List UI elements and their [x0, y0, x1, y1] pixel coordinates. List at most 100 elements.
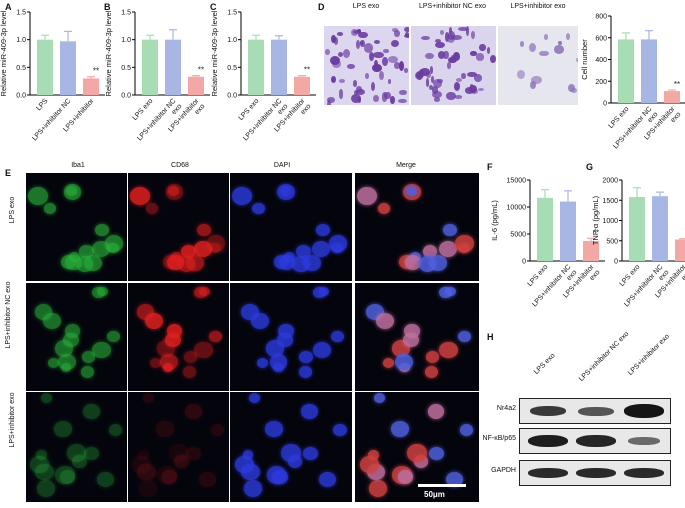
- bar: [60, 41, 76, 95]
- stained-cell: [571, 87, 577, 93]
- micrograph-dapi-row-2: [230, 283, 352, 391]
- stained-cell: [473, 74, 483, 83]
- panel-label-g: G: [586, 162, 594, 172]
- panel-label-b: B: [104, 2, 111, 12]
- cell: [36, 479, 56, 497]
- cell: [248, 392, 260, 403]
- stained-cell: [351, 28, 359, 36]
- cell: [97, 286, 108, 297]
- y-axis-label: Cell number: [580, 39, 589, 80]
- cell: [333, 423, 347, 436]
- cell: [72, 455, 87, 469]
- stained-cell: [393, 30, 400, 37]
- cell: [302, 446, 318, 461]
- cell: [199, 471, 217, 487]
- wb-lane-label-1: LPS exo: [533, 352, 557, 376]
- panel-label-h: H: [487, 332, 494, 342]
- stained-cell: [378, 70, 384, 80]
- channel-title-iba1: Iba1: [71, 162, 85, 169]
- stained-cell: [398, 98, 407, 104]
- bar: [165, 39, 181, 95]
- stained-cell: [387, 78, 392, 85]
- cell: [442, 223, 457, 237]
- stained-cell: [347, 64, 355, 70]
- cell: [132, 456, 151, 473]
- bar: [629, 197, 645, 261]
- cell: [312, 240, 331, 257]
- y-axis-label: Relative miR-409-3p level: [0, 10, 8, 96]
- y-tick-label: 600: [595, 35, 607, 42]
- stained-cell: [356, 89, 366, 96]
- cell: [250, 313, 269, 330]
- category-label: LPS: [35, 97, 49, 112]
- stained-cell: [431, 86, 439, 94]
- y-tick-label: 1.5: [227, 10, 237, 17]
- wb-band: [576, 435, 616, 447]
- cell: [149, 357, 161, 368]
- stained-cell: [426, 72, 431, 79]
- cell: [168, 444, 189, 462]
- cell: [318, 286, 330, 297]
- stained-cell: [467, 71, 478, 77]
- stained-cell: [451, 35, 462, 41]
- y-tick-label: 200: [595, 79, 607, 86]
- category-label: LPS exo: [238, 98, 261, 122]
- cell: [156, 421, 174, 437]
- significance-mark: **: [593, 228, 599, 237]
- micrograph-merge-row-2: [355, 283, 479, 391]
- stained-cell: [553, 45, 565, 54]
- stained-cell: [331, 59, 342, 69]
- stained-cell: [531, 75, 542, 84]
- micrograph-cd68-row-1: [128, 173, 229, 281]
- bar: [664, 91, 680, 103]
- scale-bar-label: 50μm: [424, 490, 445, 499]
- cell: [265, 421, 283, 437]
- wb-blot-nfkb: [519, 428, 671, 454]
- cell: [445, 471, 463, 487]
- category-label-line: exo: [681, 269, 685, 282]
- cell: [395, 353, 414, 370]
- cell: [281, 444, 301, 462]
- stained-cell: [448, 27, 453, 34]
- stained-cell: [337, 52, 343, 58]
- stained-cell: [355, 85, 362, 93]
- cell: [27, 187, 48, 206]
- y-tick-label: 1500: [602, 198, 618, 205]
- y-tick-label: 0: [603, 101, 607, 108]
- bar: [675, 239, 685, 261]
- bar: [188, 76, 204, 95]
- stained-cell: [327, 97, 335, 104]
- cell: [457, 330, 471, 343]
- stained-cell: [342, 49, 350, 59]
- bar: [271, 39, 287, 95]
- cell: [382, 357, 394, 368]
- cell: [235, 456, 254, 473]
- cell: [318, 471, 336, 487]
- stained-cell: [454, 95, 463, 99]
- stained-cell: [356, 39, 361, 50]
- cell: [162, 470, 178, 484]
- transwell-title-1: LPS exo: [352, 3, 380, 10]
- stained-cell: [451, 55, 456, 61]
- y-tick-label: 15000: [507, 178, 527, 185]
- cell: [376, 313, 395, 330]
- stained-cell: [433, 96, 440, 103]
- cell: [459, 423, 474, 436]
- bar: [142, 39, 158, 95]
- cell: [209, 243, 221, 254]
- cell: [368, 450, 379, 460]
- stained-cell: [433, 79, 443, 89]
- micrograph-merge-row-3: [355, 392, 479, 502]
- bar: [37, 39, 53, 95]
- stained-cell: [333, 37, 338, 45]
- cell: [360, 456, 379, 473]
- stained-cell: [443, 50, 449, 60]
- cell: [368, 479, 388, 497]
- cell: [280, 186, 292, 197]
- stained-cell: [373, 39, 380, 44]
- micrograph-dapi-row-3: [230, 392, 352, 502]
- cell: [428, 446, 445, 461]
- y-tick-label: 1.0: [121, 37, 131, 44]
- cell: [402, 332, 419, 348]
